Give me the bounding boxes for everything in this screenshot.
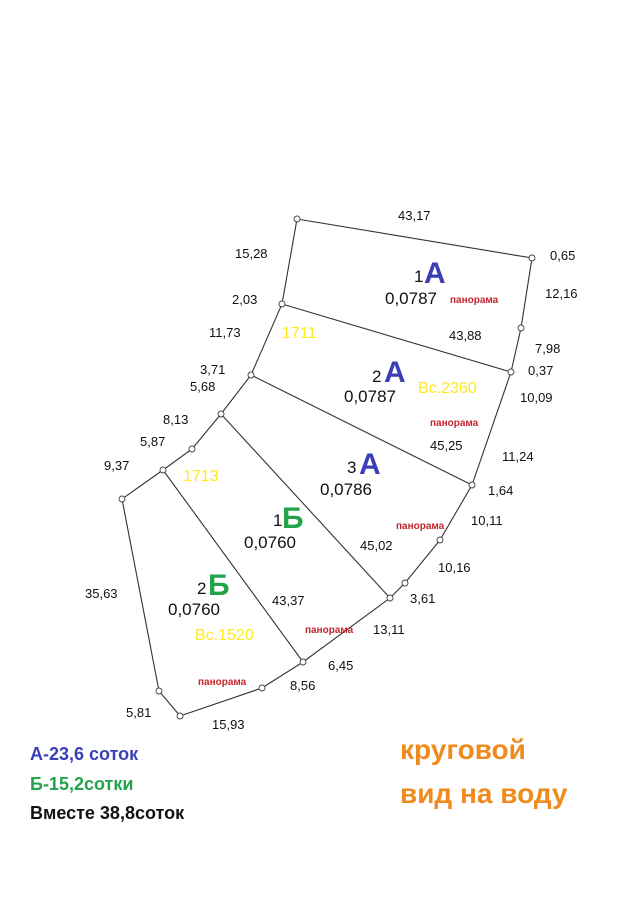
- dim-bottom: 15,93: [212, 717, 245, 732]
- dim-bottom-left: 5,81: [126, 705, 151, 720]
- dim-left-upper: 15,28: [235, 246, 268, 261]
- cadastral-1713: 1713: [183, 468, 219, 485]
- boundary-1-2: [281, 303, 512, 373]
- dim-plot2-bottom: 45,25: [430, 438, 463, 453]
- plot-1a-area: 0,0787: [385, 289, 437, 308]
- dim-bottom-1311: 13,11: [373, 622, 405, 637]
- plot-2a-area: 0,0787: [344, 387, 396, 406]
- dim-plot3-bottom: 45,02: [360, 538, 393, 553]
- dim-node-568: 5,68: [190, 379, 215, 394]
- dim-right-1009: 10,09: [520, 390, 553, 405]
- plot-2a-index: 2: [372, 367, 381, 386]
- dim-top-right: 0,65: [550, 248, 575, 263]
- plot-1b-letter: Б: [282, 502, 304, 535]
- plot-1b-area: 0,0760: [244, 533, 296, 552]
- boundary-b1-b2: [162, 469, 304, 663]
- dim-right-1124: 11,24: [502, 449, 534, 464]
- plot-2a-panorama: панорама: [430, 418, 479, 429]
- dim-left-937: 9,37: [104, 458, 129, 473]
- plot-3a-index: 3: [347, 458, 356, 477]
- plot-2b-index: 2: [197, 579, 206, 598]
- dim-node-813: 8,13: [163, 412, 188, 427]
- plot-3a-area: 0,0786: [320, 480, 372, 499]
- dim-bottom-856: 8,56: [290, 678, 315, 693]
- dim-left-long: 35,63: [85, 586, 118, 601]
- boundary-3-b1: [220, 413, 391, 599]
- dim-right-1016: 10,16: [438, 560, 471, 575]
- cadastral-1711: 1711: [282, 325, 317, 342]
- survey-points: [118, 215, 536, 720]
- boundary-2-3: [250, 374, 473, 486]
- plot-3a-letter: А: [359, 448, 381, 481]
- plot-2b-area: 0,0760: [168, 600, 220, 619]
- dim-top: 43,17: [398, 208, 431, 223]
- dim-left-587: 5,87: [140, 434, 165, 449]
- legend-a: А-23,6 соток: [30, 744, 139, 764]
- dim-node-037: 0,37: [528, 363, 553, 378]
- plot-2a-letter: А: [384, 356, 406, 389]
- note-line-1: круговой: [400, 734, 526, 765]
- plot-1a-letter: А: [424, 257, 446, 290]
- dim-node-164: 1,64: [488, 483, 513, 498]
- dim-node-371: 3,71: [200, 362, 225, 377]
- plot-2b-letter: Б: [208, 569, 230, 602]
- dim-node-361: 3,61: [410, 591, 435, 606]
- dim-bottom-645: 6,45: [328, 658, 353, 673]
- dim-left-1173: 11,73: [209, 325, 241, 340]
- plot-1a-panorama: панорама: [450, 295, 499, 306]
- dim-right-1011: 10,11: [471, 513, 503, 528]
- legend-total: Вместе 38,8соток: [30, 803, 185, 823]
- dim-right-798: 7,98: [535, 341, 560, 356]
- plot-3a-panorama: панорама: [396, 521, 445, 532]
- dim-plot4-bottom: 43,37: [272, 593, 305, 608]
- plot-1a-index: 1: [414, 267, 423, 286]
- legend-b: Б-15,2сотки: [30, 774, 134, 794]
- plot-1b-panorama: панорама: [305, 625, 354, 636]
- plot-2b-panorama: панорама: [198, 677, 247, 688]
- plot-2a-extra: Вс.2360: [418, 380, 477, 397]
- plot-1b-index: 1: [273, 511, 282, 530]
- dim-right-upper: 12,16: [545, 286, 578, 301]
- note-line-2: вид на воду: [400, 778, 568, 809]
- dim-plot1-bottom: 43,88: [449, 328, 482, 343]
- dim-node-203: 2,03: [232, 292, 257, 307]
- plot-2b-extra: Вс.1520: [195, 627, 254, 644]
